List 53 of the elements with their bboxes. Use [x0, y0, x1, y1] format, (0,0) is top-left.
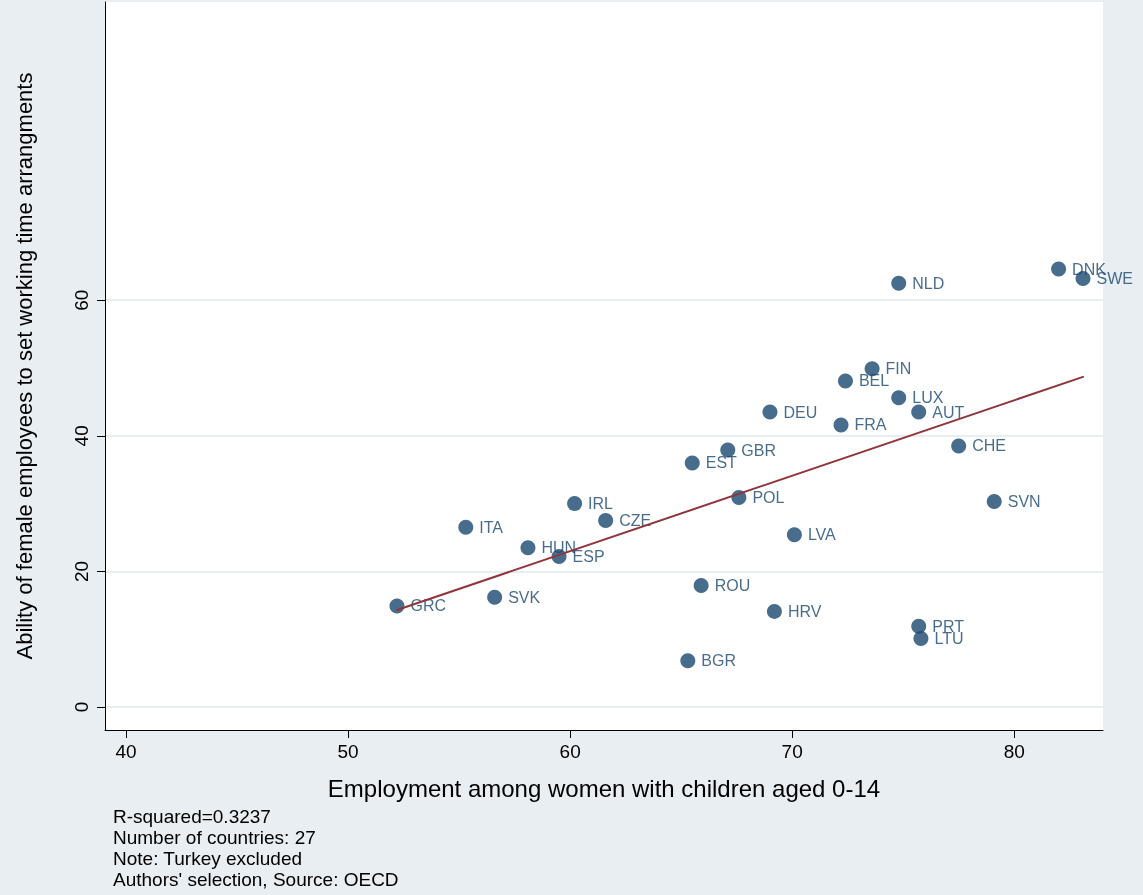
y-tick-label: 40 [71, 425, 92, 447]
point [684, 455, 700, 471]
point [487, 589, 503, 605]
text: R-squared=0.3237 [113, 806, 271, 827]
point [680, 653, 696, 669]
point [891, 390, 907, 406]
point [951, 438, 967, 454]
x-tick-label: 80 [1003, 741, 1025, 762]
text: Authors' selection, Source: OECD [113, 869, 399, 890]
point [891, 275, 907, 291]
point [598, 513, 614, 529]
point [986, 494, 1002, 510]
y-tick-label: 0 [71, 701, 92, 713]
data-label: SVN [1007, 493, 1041, 511]
point [766, 603, 782, 619]
y-axis-title: Ability of female employees to set working time arrangments [11, 72, 37, 660]
data-label: BGR [701, 652, 736, 670]
x-tick-label: 50 [337, 741, 359, 762]
data-label: HRV [787, 602, 822, 620]
data-label: EST [705, 454, 738, 472]
data-label: FRA [854, 416, 887, 434]
point [762, 404, 778, 420]
point [520, 540, 536, 556]
point [837, 373, 853, 389]
text: Number of countries: 27 [113, 827, 316, 848]
data-label: CHE [972, 437, 1006, 455]
point [911, 404, 927, 420]
x-tick-label: 40 [115, 741, 137, 762]
data-label: CZE [619, 512, 652, 530]
point [913, 631, 929, 646]
x-tick-label: 60 [559, 741, 581, 762]
point [833, 417, 849, 433]
x-axis-title: Employment among women with children aged 0-14 [327, 774, 881, 802]
point [458, 519, 474, 535]
point [911, 618, 927, 634]
y-tick-label: 20 [71, 560, 92, 582]
point [693, 578, 709, 594]
x-tick-label: 70 [781, 741, 803, 762]
point [567, 496, 583, 512]
data-label: LVA [807, 526, 837, 544]
data-label: ITA [479, 518, 504, 536]
data-label: ROU [714, 577, 751, 595]
data-label: FIN [885, 360, 912, 378]
data-label: SVK [508, 588, 541, 606]
point [1051, 261, 1067, 277]
point [786, 527, 802, 543]
text: Note: Turkey excluded [113, 848, 303, 869]
data-label: IRL [588, 495, 614, 513]
data-label: NLD [912, 274, 945, 292]
data-label: POL [752, 489, 785, 506]
data-label: GBR [741, 441, 776, 459]
data-label: DEU [783, 403, 818, 421]
y-tick-label: 60 [71, 289, 92, 311]
